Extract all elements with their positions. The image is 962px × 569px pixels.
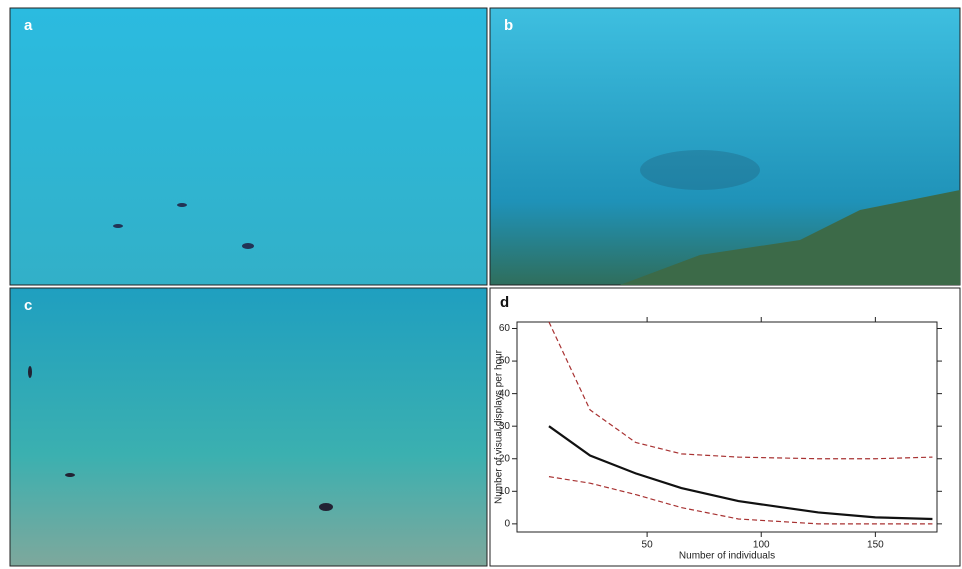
line-series [548, 476, 933, 525]
photo-b: b [489, 7, 961, 286]
fish [28, 366, 32, 378]
reef [620, 190, 960, 285]
panel-label: a [24, 17, 33, 34]
fish [242, 243, 254, 249]
fish [113, 224, 123, 228]
photo [9, 7, 488, 286]
y-tick-label: 20 [499, 453, 511, 464]
x-tick-label: 150 [867, 540, 884, 551]
photo-a: a [9, 7, 488, 286]
plot-frame [516, 321, 938, 533]
fish [177, 203, 187, 207]
panel-label: c [24, 297, 32, 314]
x-tick-label: 50 [642, 540, 654, 551]
chart-panel [489, 287, 961, 567]
chart: 50 100 150 0 10 20 30 40 50 60 Number of individua… [494, 317, 942, 562]
y-tick-label: 0 [504, 519, 510, 530]
photo [9, 287, 488, 567]
fish-school [640, 150, 760, 190]
y-tick-label: 10 [499, 486, 511, 497]
line-series [548, 321, 933, 460]
y-axis-label: Number of visual displays per hour [494, 349, 505, 504]
y-tick-label: 30 [499, 421, 511, 432]
photo-c: c [9, 287, 488, 567]
line-series [548, 425, 933, 521]
x-tick-label: 100 [753, 540, 770, 551]
y-tick-label: 60 [499, 323, 511, 334]
panel-label: d [500, 294, 509, 311]
fish [65, 473, 75, 477]
fish [319, 503, 333, 511]
y-tick-label: 50 [499, 356, 511, 367]
x-axis-label: Number of individuals [679, 551, 775, 562]
panel-label: b [504, 17, 513, 34]
y-tick-label: 40 [499, 388, 511, 399]
